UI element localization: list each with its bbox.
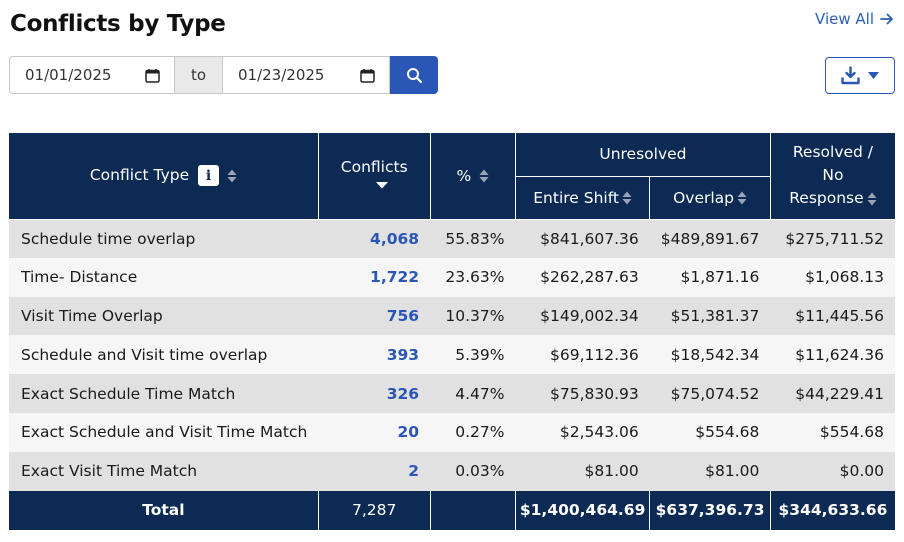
cell-percent: 0.27% (430, 412, 516, 452)
cell-resolved: $275,711.52 (770, 219, 895, 258)
sort-icon[interactable] (867, 192, 877, 206)
date-range-filter: 01/01/2025 to 01/23/2025 (9, 56, 438, 94)
sort-icon[interactable] (622, 191, 632, 205)
table-row: Schedule and Visit time overlap 393 5.39… (9, 335, 895, 375)
cell-overlap: $51,381.37 (649, 296, 771, 336)
cell-overlap: $1,871.16 (649, 257, 771, 297)
table-row: Time- Distance 1,722 23.63% $262,287.63 … (9, 257, 895, 297)
cell-overlap: $18,542.34 (649, 335, 771, 375)
sort-desc-icon[interactable] (375, 180, 389, 190)
arrow-right-icon (880, 13, 893, 25)
cell-entire-shift: $81.00 (515, 451, 650, 491)
header-entire-shift[interactable]: Entire Shift (515, 176, 651, 220)
header-percent[interactable]: % (429, 133, 516, 220)
view-all-label: View All (815, 10, 874, 28)
cell-resolved: $1,068.13 (770, 257, 895, 297)
header-resolved-line3: Response (789, 189, 864, 208)
total-row: Total 7,287 $1,400,464.69 $637,396.73 $3… (9, 490, 895, 530)
cell-resolved: $44,229.41 (770, 374, 895, 413)
header-resolved-line2: No (822, 166, 844, 185)
header-resolved-line1: Resolved / (792, 143, 874, 162)
cell-entire-shift: $2,543.06 (515, 412, 650, 452)
calendar-icon[interactable] (360, 68, 375, 83)
cell-type: Schedule and Visit time overlap (9, 335, 319, 375)
table-row: Visit Time Overlap 756 10.37% $149,002.3… (9, 296, 895, 336)
calendar-icon[interactable] (145, 68, 160, 83)
table-row: Exact Visit Time Match 2 0.03% $81.00 $8… (9, 451, 895, 491)
header-conflicts-label: Conflicts (340, 157, 408, 176)
cell-entire-shift: $149,002.34 (515, 296, 650, 336)
sort-icon[interactable] (227, 169, 237, 183)
from-date-input[interactable]: 01/01/2025 (9, 56, 175, 94)
info-icon[interactable]: i (198, 165, 220, 187)
table-row: Schedule time overlap 4,068 55.83% $841,… (9, 219, 895, 258)
cell-resolved: $0.00 (770, 451, 895, 491)
cell-type: Time- Distance (9, 257, 319, 297)
cell-percent: 0.03% (430, 451, 516, 491)
cell-type: Exact Schedule and Visit Time Match (9, 412, 319, 452)
cell-type: Visit Time Overlap (9, 296, 319, 336)
header-conflicts[interactable]: Conflicts (317, 133, 431, 220)
cell-entire-shift: $69,112.36 (515, 335, 650, 375)
search-button[interactable] (390, 56, 438, 94)
cell-percent: 10.37% (430, 296, 516, 336)
header-percent-label: % (456, 166, 472, 185)
cell-resolved: $11,624.36 (770, 335, 895, 375)
cell-entire-shift: $75,830.93 (515, 374, 650, 413)
cell-conflicts-link[interactable]: 756 (318, 296, 431, 336)
cell-overlap: $489,891.67 (649, 219, 771, 258)
cell-conflicts-link[interactable]: 2 (318, 451, 431, 491)
chevron-down-icon (868, 71, 879, 79)
cell-percent: 5.39% (430, 335, 516, 375)
cell-overlap: $554.68 (649, 412, 771, 452)
download-button[interactable] (825, 57, 895, 94)
table-row: Exact Schedule Time Match 326 4.47% $75,… (9, 374, 895, 413)
from-date-value: 01/01/2025 (25, 66, 112, 84)
page-title: Conflicts by Type (10, 11, 226, 37)
header-entire-shift-label: Entire Shift (533, 188, 619, 207)
cell-resolved: $11,445.56 (770, 296, 895, 336)
table-row: Exact Schedule and Visit Time Match 20 0… (9, 412, 895, 452)
total-overlap: $637,396.73 (649, 490, 771, 530)
conflicts-table: Conflict Type i Conflicts % Unresolved R… (9, 133, 895, 530)
cell-overlap: $81.00 (649, 451, 771, 491)
cell-entire-shift: $841,607.36 (515, 219, 650, 258)
header-unresolved: Unresolved (514, 133, 771, 177)
cell-conflicts-link[interactable]: 20 (318, 412, 431, 452)
to-label: to (175, 56, 223, 94)
sort-icon[interactable] (737, 191, 747, 205)
view-all-link[interactable]: View All (815, 10, 894, 28)
cell-percent: 4.47% (430, 374, 516, 413)
to-date-input[interactable]: 01/23/2025 (223, 56, 390, 94)
cell-type: Exact Schedule Time Match (9, 374, 319, 413)
cell-percent: 23.63% (430, 257, 516, 297)
header-resolved[interactable]: Resolved / No Response (769, 133, 895, 220)
cell-type: Schedule time overlap (9, 219, 319, 258)
header-overlap-label: Overlap (673, 188, 735, 207)
cell-conflicts-link[interactable]: 1,722 (318, 257, 431, 297)
cell-overlap: $75,074.52 (649, 374, 771, 413)
search-icon (406, 67, 422, 83)
total-entire-shift: $1,400,464.69 (514, 490, 650, 530)
cell-conflicts-link[interactable]: 393 (318, 335, 431, 375)
total-conflicts: 7,287 (317, 490, 431, 530)
total-resolved: $344,633.66 (769, 490, 895, 530)
sort-icon[interactable] (479, 169, 489, 183)
cell-entire-shift: $262,287.63 (515, 257, 650, 297)
cell-conflicts-link[interactable]: 326 (318, 374, 431, 413)
total-label: Total (9, 490, 319, 530)
total-percent (429, 490, 516, 530)
header-conflict-type-label: Conflict Type (89, 166, 190, 185)
header-conflict-type[interactable]: Conflict Type i (9, 133, 319, 220)
cell-conflicts-link[interactable]: 4,068 (318, 219, 431, 258)
cell-percent: 55.83% (430, 219, 516, 258)
cell-type: Exact Visit Time Match (9, 451, 319, 491)
download-icon (841, 66, 860, 85)
to-date-value: 01/23/2025 (238, 66, 325, 84)
cell-resolved: $554.68 (770, 412, 895, 452)
header-overlap[interactable]: Overlap (649, 176, 771, 220)
